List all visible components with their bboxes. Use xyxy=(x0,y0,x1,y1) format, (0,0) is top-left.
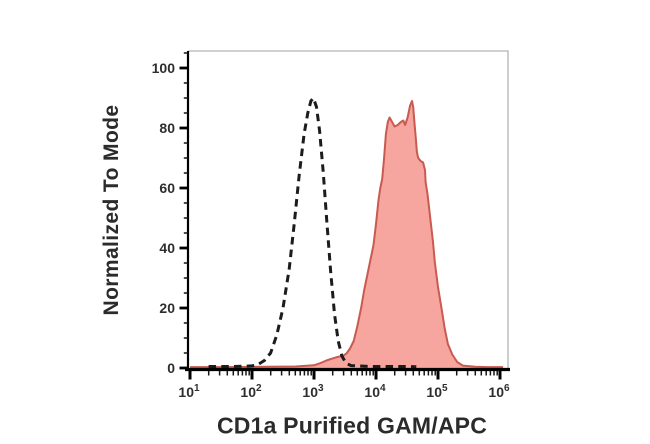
y-tick-label: 80 xyxy=(159,120,175,136)
x-axis-ticks: 101 102 103 104 105 106 xyxy=(178,371,510,400)
axes xyxy=(185,51,510,372)
x-tick-label: 101 xyxy=(178,383,200,400)
stained-histogram xyxy=(190,100,504,369)
y-tick-label: 60 xyxy=(159,180,175,196)
plot-frame xyxy=(188,50,509,368)
y-axis-title: Normalized To Mode xyxy=(100,104,123,316)
x-tick-label: 105 xyxy=(426,383,448,400)
y-axis-ticks: 0 20 40 60 80 100 xyxy=(152,52,188,376)
x-axis-title: CD1a Purified GAM/APC xyxy=(216,412,488,439)
x-tick-label: 103 xyxy=(302,383,324,400)
y-tick-label: 0 xyxy=(167,360,175,376)
x-tick-label: 102 xyxy=(240,383,262,400)
y-tick-label: 40 xyxy=(159,240,175,256)
x-tick-label: 104 xyxy=(364,383,386,400)
y-tick-label: 100 xyxy=(152,60,176,76)
y-tick-label: 20 xyxy=(159,300,175,316)
control-histogram xyxy=(208,96,417,369)
x-tick-label: 106 xyxy=(488,383,510,400)
